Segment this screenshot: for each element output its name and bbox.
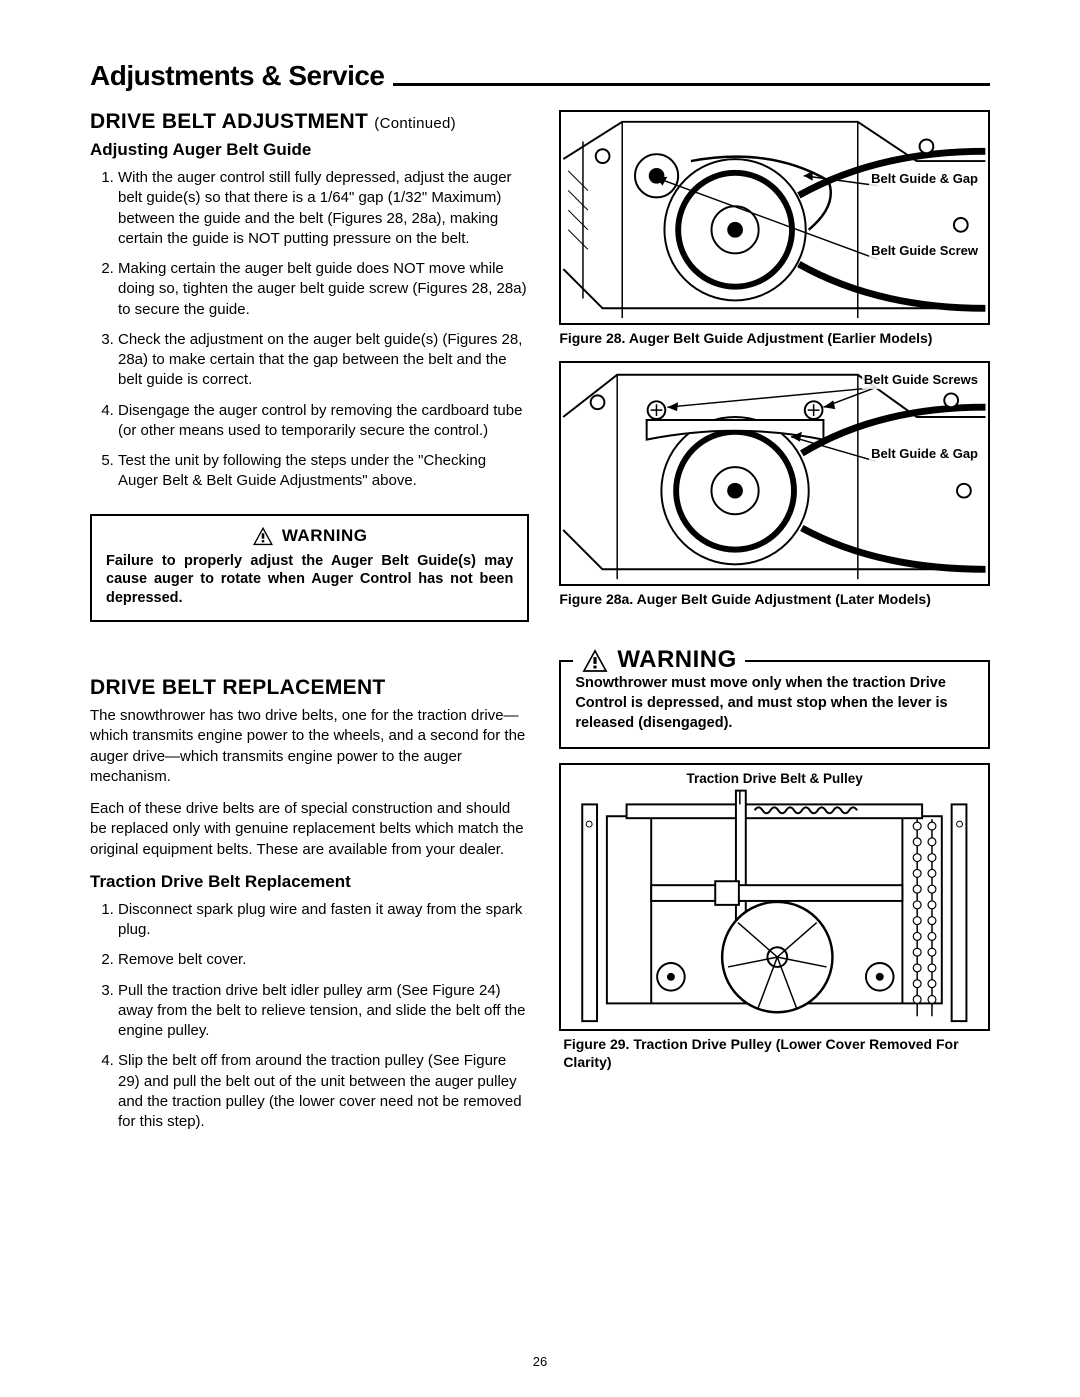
warning-icon bbox=[252, 526, 274, 546]
figure-28a: Belt Guide Screws Belt Guide & Gap bbox=[559, 361, 990, 586]
list-item: Check the adjustment on the auger belt g… bbox=[118, 330, 529, 391]
two-column-layout: DRIVE BELT ADJUSTMENT (Continued) Adjust… bbox=[90, 110, 990, 1142]
warning-large-text: Snowthrower must move only when the trac… bbox=[575, 674, 974, 733]
fig28-label-guide-screw: Belt Guide Screw bbox=[869, 242, 980, 260]
section-drive-belt-adj: DRIVE BELT ADJUSTMENT (Continued) bbox=[90, 110, 529, 134]
replacement-p2: Each of these drive belts are of special… bbox=[90, 799, 529, 860]
sub-traction-repl: Traction Drive Belt Replacement bbox=[90, 872, 529, 892]
list-item: With the auger control still fully depre… bbox=[118, 168, 529, 249]
fig28a-illustration bbox=[561, 363, 988, 584]
page-number: 26 bbox=[533, 1354, 547, 1369]
fig28-illustration bbox=[561, 112, 988, 323]
figure-28: Belt Guide & Gap Belt Guide Screw bbox=[559, 110, 990, 325]
fig28-caption: Figure 28. Auger Belt Guide Adjustment (… bbox=[559, 329, 990, 347]
left-column: DRIVE BELT ADJUSTMENT (Continued) Adjust… bbox=[90, 110, 529, 1142]
warning-title: WARNING bbox=[282, 526, 368, 546]
fig28a-label-guide-gap: Belt Guide & Gap bbox=[869, 445, 980, 463]
page-header: Adjustments & Service bbox=[90, 60, 990, 92]
list-item: Test the unit by following the steps und… bbox=[118, 451, 529, 492]
figure-29: Traction Drive Belt & Pulley bbox=[559, 763, 990, 1031]
list-item: Making certain the auger belt guide does… bbox=[118, 259, 529, 320]
replacement-p1: The snowthrower has two drive belts, one… bbox=[90, 706, 529, 787]
continued-label: (Continued) bbox=[374, 115, 456, 132]
sub-adjusting-auger: Adjusting Auger Belt Guide bbox=[90, 140, 529, 160]
warning-box-small: WARNING Failure to properly adjust the A… bbox=[90, 514, 529, 623]
list-item: Slip the belt off from around the tracti… bbox=[118, 1051, 529, 1132]
fig28a-label-screws: Belt Guide Screws bbox=[862, 371, 980, 389]
warning-legend: WARNING bbox=[573, 646, 745, 674]
fig28-label-guide-gap: Belt Guide & Gap bbox=[869, 170, 980, 188]
warning-icon bbox=[581, 648, 609, 673]
section-title-text: DRIVE BELT ADJUSTMENT bbox=[90, 110, 368, 133]
warning-header: WARNING bbox=[106, 526, 513, 546]
replacement-steps-list: Disconnect spark plug wire and fasten it… bbox=[90, 900, 529, 1133]
list-item: Pull the traction drive belt idler pulle… bbox=[118, 981, 529, 1042]
adjust-steps-list: With the auger control still fully depre… bbox=[90, 168, 529, 492]
list-item: Disengage the auger control by removing … bbox=[118, 401, 529, 442]
header-rule bbox=[393, 83, 991, 86]
fig29-caption: Figure 29. Traction Drive Pulley (Lower … bbox=[559, 1035, 990, 1071]
fig28a-caption: Figure 28a. Auger Belt Guide Adjustment … bbox=[559, 590, 990, 608]
list-item: Disconnect spark plug wire and fasten it… bbox=[118, 900, 529, 941]
warning-text: Failure to properly adjust the Auger Bel… bbox=[106, 552, 513, 609]
warning-large-title: WARNING bbox=[617, 646, 737, 674]
section-drive-belt-repl: DRIVE BELT REPLACEMENT bbox=[90, 676, 529, 700]
list-item: Remove belt cover. bbox=[118, 950, 529, 970]
right-column: Belt Guide & Gap Belt Guide Screw Figure… bbox=[559, 110, 990, 1142]
fig29-inner-label: Traction Drive Belt & Pulley bbox=[687, 771, 863, 786]
warning-box-large: WARNING Snowthrower must move only when … bbox=[559, 660, 990, 749]
page-title: Adjustments & Service bbox=[90, 60, 385, 92]
fig29-illustration bbox=[561, 765, 988, 1029]
